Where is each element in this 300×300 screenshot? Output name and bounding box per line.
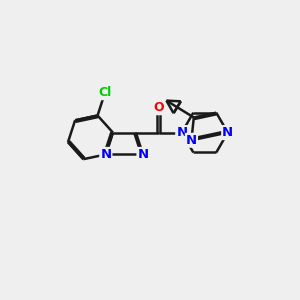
Text: N: N — [222, 126, 233, 139]
Text: N: N — [137, 148, 148, 161]
Text: O: O — [154, 101, 164, 114]
Text: N: N — [176, 126, 188, 139]
Text: Cl: Cl — [98, 86, 112, 99]
Text: N: N — [186, 134, 197, 147]
Text: N: N — [100, 148, 111, 161]
